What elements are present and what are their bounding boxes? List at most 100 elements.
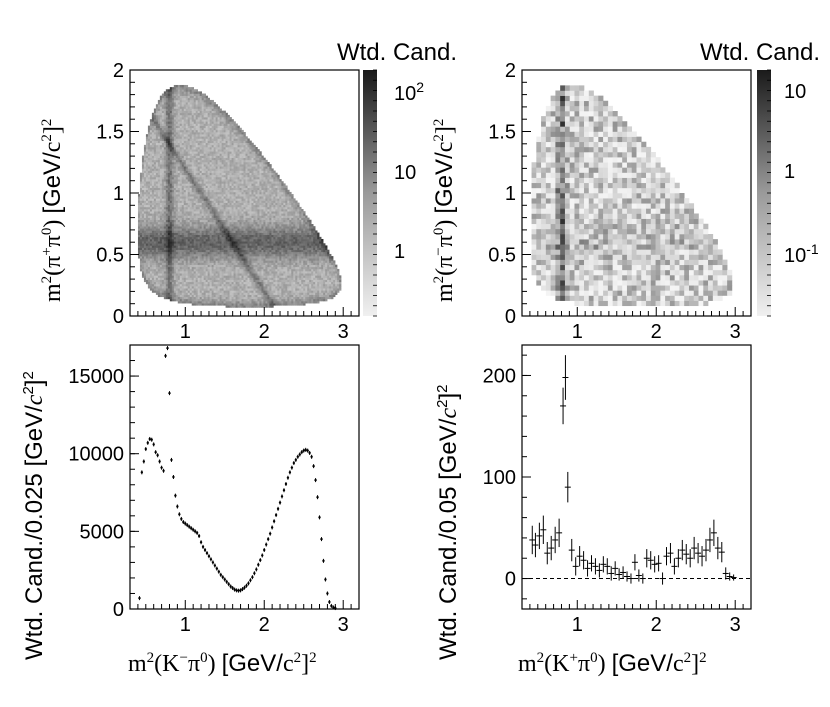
dalitz-bin [213, 264, 216, 268]
dalitz-bin [201, 247, 204, 250]
dalitz-bin [175, 112, 179, 116]
dalitz-bin [163, 164, 167, 167]
dalitz-bin [151, 273, 155, 276]
dalitz-bin [175, 253, 179, 257]
dalitz-bin [199, 127, 202, 131]
dalitz-bin [159, 95, 163, 99]
dalitz-bin [195, 262, 198, 265]
dalitz-bin [143, 271, 147, 274]
dalitz-bin [153, 183, 157, 186]
dalitz-bin [205, 241, 208, 244]
dalitz-bin [183, 164, 187, 167]
dalitz-bin [201, 279, 204, 283]
dalitz-bin [241, 275, 244, 278]
dalitz-bin [159, 164, 163, 167]
dalitz-bin [241, 204, 244, 208]
dalitz-bin [223, 290, 226, 293]
dalitz-bin [233, 236, 236, 240]
dalitz-bin [143, 159, 147, 163]
dalitz-bin [167, 251, 171, 255]
dalitz-bin [147, 138, 151, 141]
dalitz-bin [209, 147, 212, 150]
dalitz-bin [217, 110, 220, 114]
dalitz-bin [243, 253, 246, 257]
dalitz-bin [197, 283, 200, 287]
dalitz-bin [191, 253, 195, 257]
dalitz-bin [165, 147, 169, 150]
dalitz-bin [205, 277, 208, 280]
dalitz-bin [227, 219, 230, 223]
dalitz-bin [145, 198, 149, 201]
dalitz-bin [197, 236, 200, 240]
dalitz-bin [179, 292, 183, 295]
dalitz-bin [219, 159, 222, 163]
dalitz-bin [141, 181, 145, 184]
dalitz-bin [185, 164, 189, 167]
dalitz-bin [137, 213, 141, 216]
dalitz-bin [157, 224, 161, 227]
dalitz-bin [231, 290, 234, 293]
dalitz-bin [155, 262, 159, 265]
dalitz-bin [227, 258, 230, 261]
dalitz-bin [231, 292, 234, 295]
dalitz-bin [155, 127, 159, 131]
dalitz-bin [201, 119, 204, 122]
dalitz-bin [201, 129, 204, 133]
dalitz-bin [183, 170, 187, 173]
dalitz-bin [167, 279, 171, 283]
dalitz-bin [155, 129, 159, 133]
dalitz-bin [207, 119, 210, 122]
dalitz-bin [223, 294, 226, 298]
dalitz-bin [169, 228, 173, 231]
dalitz-bin [237, 226, 240, 229]
dalitz-bin [141, 253, 145, 257]
dalitz-bin [171, 204, 175, 208]
dalitz-bin [233, 147, 236, 150]
dalitz-bin [173, 87, 177, 90]
dalitz-bin [151, 224, 155, 227]
dalitz-bin [163, 243, 167, 246]
dalitz-bin [185, 142, 189, 146]
dalitz-bin [171, 89, 175, 92]
dalitz-bin [143, 206, 147, 210]
dalitz-bin [163, 117, 167, 120]
dalitz-bin [203, 142, 206, 146]
dalitz-bin [191, 275, 195, 278]
dalitz-bin [183, 174, 187, 178]
dalitz-bin [145, 189, 149, 193]
dalitz-bin [199, 132, 202, 135]
dalitz-bin [195, 108, 198, 111]
dalitz-bin [231, 288, 234, 291]
dalitz-bin [181, 161, 185, 165]
dalitz-bin [225, 226, 228, 229]
dalitz-bin [175, 245, 179, 248]
dalitz-bin [169, 230, 173, 233]
dalitz-bin [167, 106, 171, 109]
dalitz-bin [163, 159, 167, 163]
dalitz-bin [159, 228, 163, 231]
dalitz-bin [161, 155, 165, 159]
dalitz-bin [185, 228, 189, 231]
dalitz-bin [145, 157, 149, 161]
dalitz-bin [167, 268, 171, 272]
dalitz-bin [211, 234, 214, 238]
dalitz-bin [231, 286, 234, 289]
dalitz-bin [247, 253, 250, 257]
dalitz-bin [171, 129, 175, 133]
dalitz-bin [197, 151, 200, 154]
dalitz-bin [233, 181, 236, 184]
dalitz-bin [207, 134, 210, 137]
dalitz-bin [177, 266, 181, 270]
dalitz-bin [217, 170, 220, 173]
dalitz-bin [203, 226, 206, 229]
dalitz-bin [219, 168, 222, 171]
dalitz-bin [219, 206, 222, 210]
dalitz-bin [201, 191, 204, 195]
dalitz-bin [169, 215, 173, 218]
dalitz-bin [227, 262, 230, 265]
dalitz-bin [225, 170, 228, 173]
dalitz-bin [195, 204, 198, 208]
dalitz-bin [189, 140, 193, 144]
dalitz-bin [151, 268, 155, 272]
dalitz-bin [157, 170, 161, 173]
